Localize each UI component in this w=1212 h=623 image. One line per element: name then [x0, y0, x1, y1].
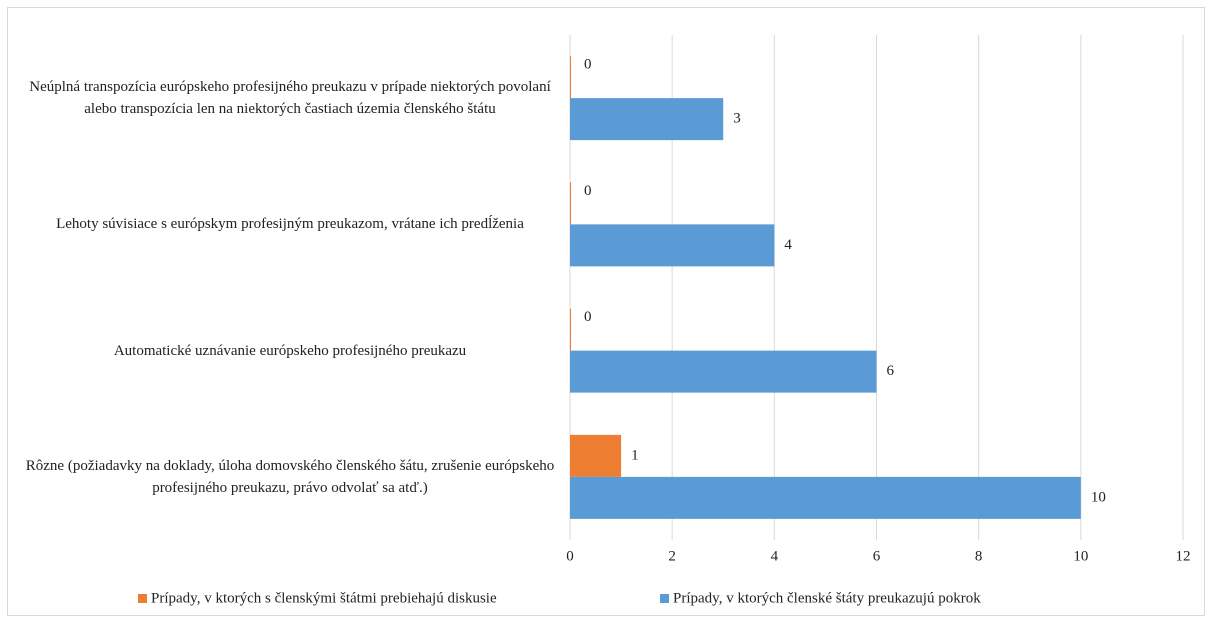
bar	[570, 434, 622, 477]
bar	[570, 308, 571, 351]
x-tick-label: 12	[1176, 548, 1191, 564]
y-tick-label: Neúplná transpozícia európskeho profesij…	[29, 79, 551, 118]
bar	[570, 350, 877, 393]
bar	[570, 56, 571, 99]
data-label: 0	[584, 183, 592, 199]
data-label: 0	[584, 57, 592, 73]
legend-swatch	[660, 594, 669, 603]
y-tick-label: Rôzne (požiadavky na doklady, úloha domo…	[25, 457, 555, 496]
legend-label: Prípady, v ktorých členské štáty preukaz…	[673, 590, 981, 606]
data-label: 0	[584, 309, 592, 325]
data-label: 10	[1091, 489, 1106, 505]
y-tick-label: Lehoty súvisiace s európskym profesijným…	[56, 216, 524, 233]
x-tick-label: 2	[668, 548, 676, 564]
bar	[570, 182, 571, 225]
chart-border	[7, 7, 1205, 616]
data-label: 6	[887, 363, 895, 379]
legend-swatch	[138, 594, 147, 603]
data-label: 1	[631, 447, 639, 463]
data-label: 3	[733, 111, 741, 127]
x-tick-label: 0	[566, 548, 574, 564]
bar	[570, 476, 1081, 519]
legend-label: Prípady, v ktorých s členskými štátmi pr…	[151, 590, 497, 606]
x-tick-label: 6	[873, 548, 881, 564]
x-tick-label: 10	[1073, 548, 1088, 564]
bar	[570, 98, 724, 141]
bar	[570, 224, 775, 267]
x-tick-label: 8	[975, 548, 983, 564]
y-tick-label: Automatické uznávanie európskeho profesi…	[113, 342, 467, 359]
x-tick-label: 4	[771, 548, 779, 564]
data-label: 4	[784, 237, 792, 253]
